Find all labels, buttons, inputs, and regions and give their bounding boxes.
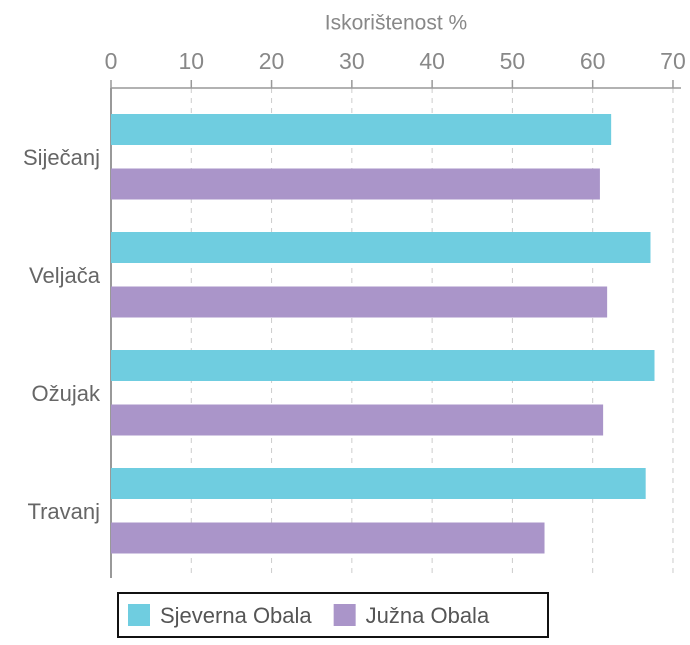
bar <box>111 114 612 145</box>
bar <box>111 286 608 318</box>
x-axis-label: Iskorištenost % <box>325 12 467 35</box>
bar <box>111 350 655 381</box>
bar <box>111 404 604 436</box>
y-tick-label: Travanj <box>27 499 100 524</box>
legend-swatch <box>128 604 150 626</box>
y-tick-label: Ožujak <box>32 381 101 406</box>
x-tick-label: 10 <box>178 48 204 74</box>
bar <box>111 232 651 263</box>
bar <box>111 522 545 554</box>
legend-swatch <box>333 604 356 626</box>
y-tick-label: Veljača <box>29 263 101 288</box>
x-tick-label: 40 <box>419 48 445 74</box>
x-tick-label: 30 <box>339 48 365 74</box>
x-tick-label: 70 <box>660 48 686 74</box>
legend-label: Južna Obala <box>366 603 490 628</box>
bar <box>111 168 600 200</box>
x-tick-label: 60 <box>580 48 606 74</box>
x-tick-label: 20 <box>259 48 285 74</box>
bar <box>111 468 646 499</box>
legend-label: Sjeverna Obala <box>160 603 312 628</box>
y-tick-label: Siječanj <box>23 145 100 170</box>
x-tick-label: 0 <box>105 48 118 74</box>
legend-box <box>117 592 549 638</box>
x-tick-label: 50 <box>500 48 526 74</box>
